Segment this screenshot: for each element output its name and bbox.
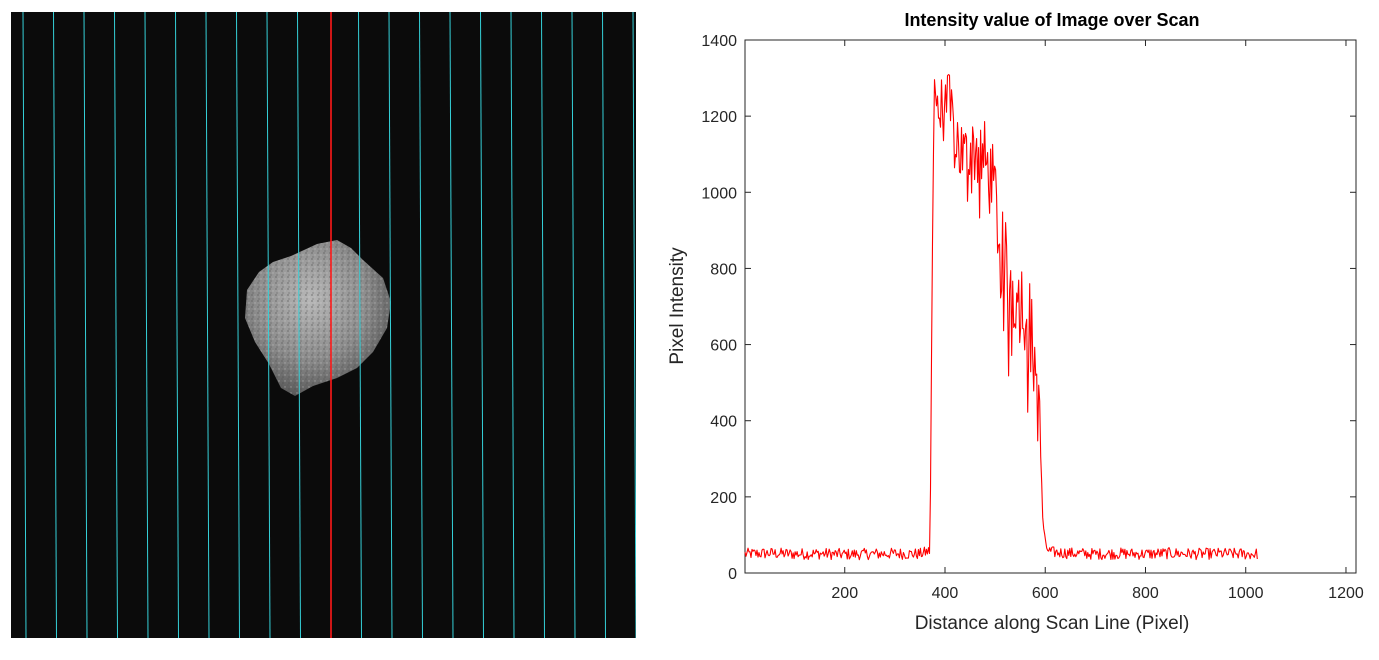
x-tick-label: 400 bbox=[932, 585, 959, 602]
intensity-series-line bbox=[744, 74, 1258, 561]
y-tick-label: 200 bbox=[710, 490, 737, 507]
scan-lines bbox=[22, 12, 636, 638]
scan-line bbox=[175, 12, 179, 638]
scan-line bbox=[83, 12, 88, 638]
y-tick-label: 600 bbox=[710, 338, 737, 355]
scan-line bbox=[358, 12, 362, 638]
scan-line bbox=[144, 12, 149, 638]
x-axis: 200 400 600 800 1000 1200 bbox=[831, 40, 1364, 602]
x-tick-label: 1000 bbox=[1228, 585, 1264, 602]
asteroid-scan-image bbox=[11, 12, 636, 638]
scan-line bbox=[388, 12, 393, 638]
scan-line bbox=[53, 12, 57, 638]
series-group bbox=[744, 74, 1258, 561]
y-tick-label: 1000 bbox=[701, 185, 737, 202]
x-tick-label: 600 bbox=[1032, 585, 1059, 602]
y-tick-label: 800 bbox=[710, 261, 737, 278]
y-tick-label: 400 bbox=[710, 414, 737, 431]
scan-line bbox=[449, 12, 454, 638]
y-tick-label: 1400 bbox=[701, 33, 737, 50]
y-tick-label: 0 bbox=[728, 566, 737, 583]
scan-line bbox=[114, 12, 118, 638]
scan-line bbox=[419, 12, 423, 638]
x-tick-label: 1200 bbox=[1328, 585, 1364, 602]
scan-line bbox=[632, 12, 636, 638]
asteroid bbox=[245, 240, 391, 396]
scan-image-canvas bbox=[22, 12, 636, 638]
y-axis: 0 200 400 600 800 1000 1200 1400 bbox=[701, 33, 1356, 583]
y-tick-label: 1200 bbox=[701, 109, 737, 126]
scan-line bbox=[541, 12, 545, 638]
scan-line bbox=[602, 12, 606, 638]
intensity-plot-panel: Intensity value of Image over Scan 0 200 4… bbox=[640, 0, 1379, 660]
scan-line bbox=[480, 12, 484, 638]
chart-title: Intensity value of Image over Scan bbox=[904, 10, 1199, 30]
x-axis-label: Distance along Scan Line (Pixel) bbox=[915, 613, 1190, 634]
y-axis-label: Pixel Intensity bbox=[667, 247, 688, 365]
x-tick-label: 800 bbox=[1132, 585, 1159, 602]
scan-line bbox=[510, 12, 515, 638]
scan-line bbox=[266, 12, 271, 638]
intensity-chart: Intensity value of Image over Scan 0 200 4… bbox=[667, 10, 1364, 634]
asteroid-texture bbox=[245, 240, 391, 396]
scan-line bbox=[571, 12, 576, 638]
scan-line bbox=[236, 12, 240, 638]
scan-line bbox=[205, 12, 210, 638]
x-tick-label: 200 bbox=[831, 585, 858, 602]
scan-line bbox=[297, 12, 301, 638]
scan-line bbox=[22, 12, 27, 638]
plot-axes-box bbox=[744, 39, 1357, 574]
